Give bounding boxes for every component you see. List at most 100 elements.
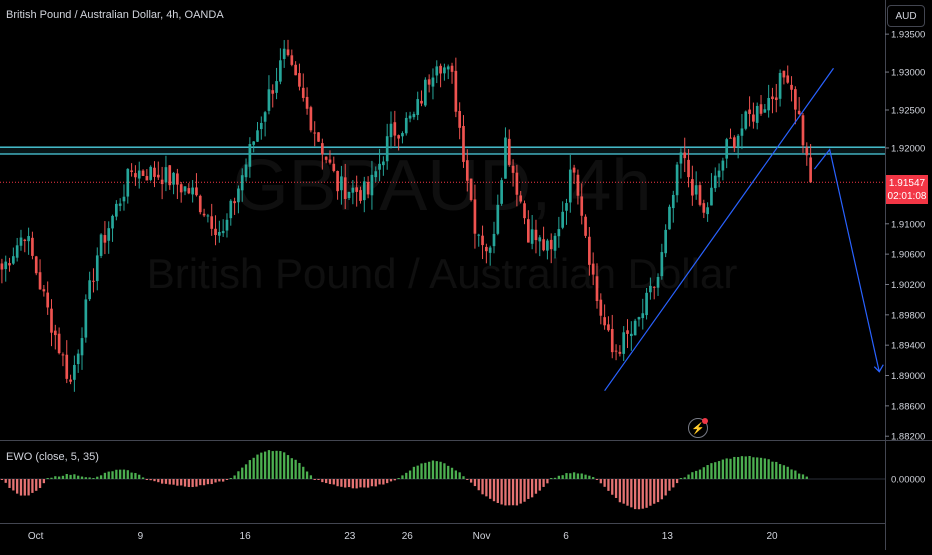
ewo-bar [77,475,80,479]
ewo-bar [275,450,278,479]
ewo-bar [748,456,751,479]
candle-body [572,167,576,173]
ewo-bar [23,479,26,496]
last-price-value: 1.91547 [888,178,926,189]
ewo-bar [420,463,423,479]
ewo-bar [428,461,431,479]
ewo-bar [69,474,72,479]
candle-body [27,236,30,242]
ewo-bar [763,458,766,479]
candle-body [57,333,61,354]
ewo-bar [321,479,324,483]
y-tick-label: 1.90200 [891,280,925,291]
y-tick-label: 1.92000 [891,143,925,154]
ewo-bar [50,477,53,479]
resistance-zone [0,147,885,154]
ewo-bar [313,479,316,480]
ewo-bar [80,476,84,479]
candle-body [565,203,568,211]
ewo-bar [485,479,488,497]
candle-body [19,237,23,246]
lightning-alert-icon[interactable]: ⚡ [688,418,708,438]
ewo-bar [160,479,164,484]
candle-body [511,165,515,173]
candle-body [206,215,210,217]
ewo-bar [363,479,366,488]
ewo-bar [534,479,538,494]
candle-body [172,172,175,185]
ewo-bar [405,472,408,479]
ewo-bar [775,461,778,479]
x-tick-label: Oct [28,531,44,542]
candle-body [603,317,606,326]
ewo-bar [351,479,354,489]
candle-body [328,159,332,163]
currency-button[interactable]: AUD [887,5,925,27]
candle-body [92,280,95,282]
candle-body [507,138,511,165]
ewo-bar [225,479,229,480]
candle-body [389,123,393,138]
candle-body [523,203,526,219]
ewo-bar [263,451,267,479]
ewo-bar [435,461,438,479]
ewo-bar [157,479,160,483]
ewo-bars-group [0,450,808,510]
ewo-bar [172,479,175,485]
symbol-title[interactable]: British Pound / Australian Dollar, 4h, O… [6,9,224,21]
ewo-bar [641,479,644,509]
ewo-bar [88,477,91,479]
candle-body [561,211,564,228]
candle-body [614,350,618,352]
ewo-bar [740,456,744,479]
candle-body [137,170,141,179]
ewo-bar [710,463,713,479]
ewo-bar [286,455,290,479]
candle-body [748,109,751,114]
candle-body [732,137,736,149]
candle-body [248,144,252,167]
candle-body [694,185,698,195]
ewo-bar [557,475,560,479]
candle-body [240,175,244,191]
candle-body [115,203,118,217]
candle-body [176,173,179,185]
candle-body [702,203,706,213]
ewo-bar [477,479,480,491]
ewo-bar [210,479,213,485]
candle-body [275,81,278,93]
ewo-bar [344,479,347,488]
candle-body [809,157,812,183]
candle-body [305,96,309,109]
indicator-title[interactable]: EWO (close, 5, 35) [6,451,99,463]
ewo-bar [256,454,259,479]
projection-arrowhead [873,364,884,373]
ewo-bar [57,476,61,479]
candle-body [15,245,19,258]
candle-body [427,79,431,85]
candle-body [717,170,721,178]
candle-body [416,99,420,115]
ewo-bar [721,459,725,479]
ewo-bar [508,479,511,506]
ewo-bar [653,479,656,504]
candle-body [4,261,8,270]
ewo-bar [489,479,492,499]
ewo-bar [260,452,263,479]
y-tick-label: 1.89800 [891,310,925,321]
candle-body [786,75,790,83]
candle-body [343,177,347,199]
candle-body [691,179,694,196]
ewo-bar [317,479,320,480]
ewo-bar [786,466,789,479]
ewo-bar [244,464,248,479]
candle-body [153,167,156,177]
y-tick-label: 1.92500 [891,106,925,117]
ewo-bar [54,476,57,479]
candle-body [794,89,797,110]
ewo-bar [126,470,129,479]
ewo-bar [336,479,339,487]
candle-body [706,207,709,215]
